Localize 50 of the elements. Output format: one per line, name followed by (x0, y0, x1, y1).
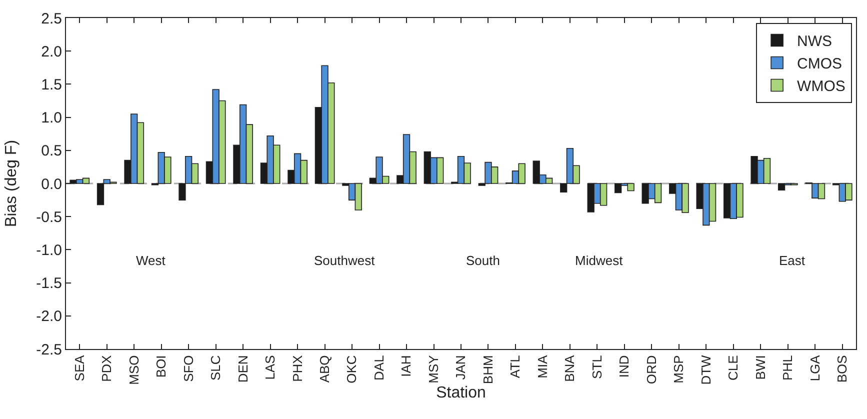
x-tick-label: DTW (698, 354, 714, 385)
x-tick-label: PHX (290, 354, 305, 382)
y-tick-label: 0.0 (41, 176, 62, 193)
x-tick-label: ORD (644, 355, 659, 384)
x-tick-label: DAL (372, 355, 387, 380)
y-tick-label: -0.5 (36, 208, 62, 226)
x-tick-label: SEA (72, 354, 87, 382)
y-tick-label: 0.5 (41, 142, 62, 160)
x-tick-label: ABQ (317, 355, 332, 383)
x-tick-label: SLC (208, 355, 224, 380)
x-axis-title: Station (436, 384, 486, 402)
annotation: South (466, 253, 500, 268)
y-tick-label: -2.5 (36, 341, 62, 358)
x-tick-label: BOS (834, 354, 850, 383)
annotation: East (779, 253, 806, 268)
x-tick-label: LGA (807, 354, 822, 382)
y-tick-label: -1.0 (36, 242, 62, 259)
x-tick-label: BHM (480, 355, 496, 384)
x-tick-label: BWI (752, 355, 768, 380)
x-tick-label: PDX (99, 354, 114, 382)
x-tick-label: MIA (534, 354, 550, 378)
x-tick-label: IAH (398, 355, 414, 377)
x-tick-label: MSP (671, 355, 686, 384)
y-axis-title: Bias (deg F) (3, 140, 20, 228)
x-tick-label: IND (616, 355, 632, 378)
y-tick-label: 1.5 (41, 76, 62, 94)
x-tick-label: LAS (262, 354, 278, 380)
x-tick-label: MSO (126, 355, 142, 385)
x-tick-label: PHL (780, 355, 796, 380)
x-tick-label: MSY (426, 354, 441, 384)
annotation: Midwest (575, 253, 624, 268)
x-tick-label: BNA (562, 354, 578, 382)
x-tick-label: DEN (235, 355, 250, 383)
annotation: West (136, 253, 166, 268)
y-tick-label: 2.5 (41, 10, 62, 28)
y-tick-label: 1.0 (41, 110, 62, 127)
x-tick-label: SFO (180, 355, 196, 382)
legend-label: CMOS (797, 56, 842, 73)
y-tick-label: 2.0 (41, 43, 62, 60)
y-tick-label: -2.0 (36, 308, 62, 326)
legend-label: NWS (797, 33, 832, 50)
annotation: Southwest (314, 253, 376, 268)
x-tick-label: CLE (726, 354, 741, 380)
x-tick-label: ATL (508, 355, 523, 378)
x-tick-label: JAN (453, 355, 468, 380)
x-tick-label: STL (589, 355, 604, 380)
legend-label: WMOS (797, 78, 846, 96)
x-tick-label: BOI (154, 355, 169, 378)
y-tick-label: -1.5 (36, 275, 62, 292)
x-tick-label: OKC (344, 355, 360, 384)
